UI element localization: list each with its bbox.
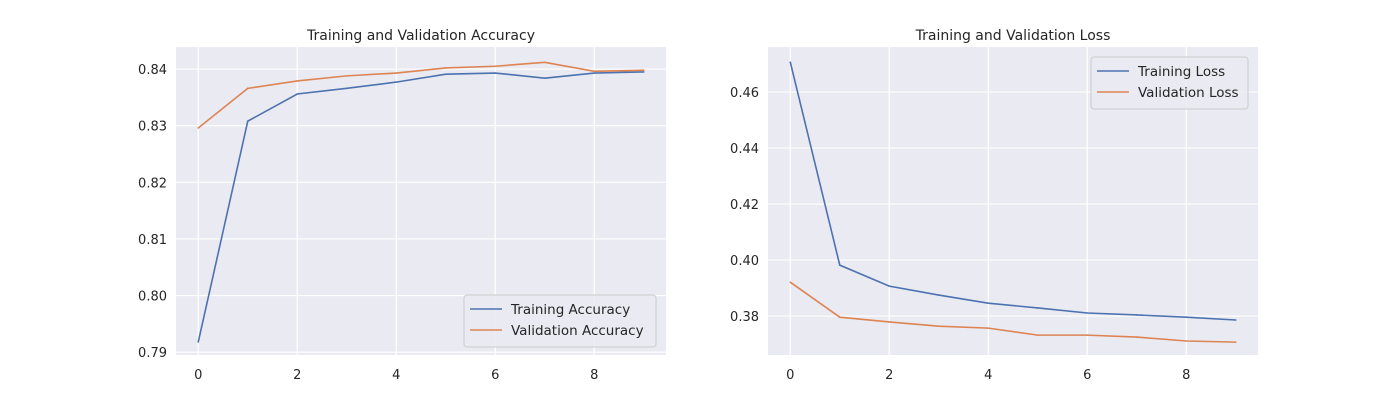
x-tick-label: 2 (293, 368, 301, 383)
data-point (838, 316, 841, 319)
data-point (494, 65, 497, 68)
y-tick-label: 0.38 (730, 310, 759, 325)
data-point (1135, 314, 1138, 316)
y-tick-label: 0.42 (730, 198, 759, 213)
data-point (197, 341, 200, 343)
data-point (838, 264, 841, 266)
y-tick-label: 0.40 (730, 254, 759, 269)
y-tick-label: 0.82 (138, 176, 167, 191)
loss-chart-title: Training and Validation Loss (915, 28, 1111, 44)
data-point (642, 69, 645, 72)
data-point (296, 80, 299, 82)
data-point (543, 77, 546, 79)
data-point (789, 61, 792, 63)
data-point (987, 302, 990, 305)
legend: Training Loss Validation Loss (1090, 56, 1249, 110)
legend-label: Training Loss (1137, 64, 1225, 80)
data-point (246, 120, 249, 122)
x-tick-label: 6 (1083, 368, 1091, 383)
series-line-validation-accuracy (197, 61, 644, 129)
x-tick-label: 2 (885, 368, 893, 383)
y-tick-label: 0.81 (138, 233, 167, 248)
data-point (642, 71, 645, 73)
data-point (345, 87, 348, 90)
x-tick-label: 0 (194, 368, 202, 383)
data-point (593, 72, 596, 74)
series-line-validation-loss (789, 281, 1236, 343)
loss-chart: Training and Validation Loss 0 2 4 6 8 0.38 0.… (730, 28, 1258, 383)
data-point (345, 75, 348, 77)
data-point (888, 285, 891, 287)
series-line-training-loss (789, 61, 1236, 321)
data-point (1086, 334, 1089, 336)
legend-label: Validation Loss (1138, 85, 1239, 101)
data-point (246, 87, 249, 90)
y-tick-label: 0.84 (138, 63, 167, 78)
data-point (1036, 334, 1039, 336)
data-point (937, 325, 940, 327)
x-tick-label: 4 (392, 368, 400, 383)
x-tick-label: 0 (786, 368, 794, 383)
x-tick-label: 8 (590, 368, 598, 383)
x-tick-label: 6 (491, 368, 499, 383)
legend: Training Accuracy Validation Accuracy (463, 294, 657, 348)
data-point (197, 127, 200, 129)
x-tick-label: 4 (984, 368, 992, 383)
y-tick-label: 0.83 (138, 120, 167, 135)
y-tick-label: 0.79 (138, 346, 167, 361)
legend-label: Training Accuracy (510, 302, 630, 318)
legend-label: Validation Accuracy (511, 323, 644, 339)
y-tick-label: 0.80 (138, 290, 167, 305)
data-point (1234, 341, 1237, 343)
data-point (987, 327, 990, 329)
data-point (1185, 340, 1188, 342)
accuracy-chart: Training and Validation Accuracy 0 2 4 6 8 0.… (138, 28, 666, 383)
data-point (593, 70, 596, 73)
data-point (444, 73, 447, 75)
data-point (1135, 336, 1138, 338)
data-point (1086, 312, 1089, 314)
y-tick-label: 0.44 (730, 142, 759, 157)
data-point (1234, 319, 1237, 321)
data-point (888, 321, 891, 323)
data-point (789, 281, 792, 284)
data-point (1185, 316, 1188, 319)
x-tick-label: 8 (1182, 368, 1190, 383)
data-point (444, 67, 447, 69)
data-point (296, 93, 299, 95)
data-point (543, 61, 546, 64)
y-tick-label: 0.46 (730, 86, 759, 101)
data-point (395, 72, 398, 74)
series-line-training-accuracy (197, 71, 644, 343)
data-point (494, 72, 497, 74)
legend-box (463, 294, 657, 348)
data-point (937, 294, 940, 296)
accuracy-chart-title: Training and Validation Accuracy (306, 28, 535, 44)
data-point (395, 81, 398, 83)
legend-box (1090, 56, 1249, 110)
data-point (1036, 307, 1039, 309)
